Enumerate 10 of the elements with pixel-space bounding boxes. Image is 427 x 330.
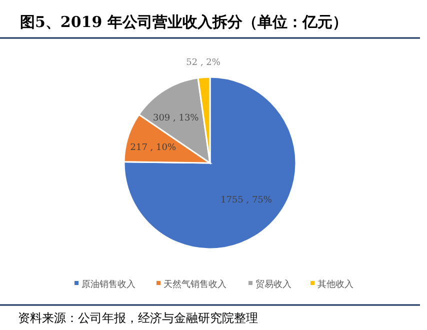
legend-label: 原油销售收入 [82, 279, 136, 290]
data-label: 309 , 13% [152, 114, 200, 124]
data-label: 217 , 10% [130, 142, 176, 153]
legend-label: 天然气销售收入 [164, 279, 226, 290]
legend-label: 其他收入 [318, 279, 354, 290]
chart-title: 图5、2019 年公司营业收入拆分（单位：亿元） [20, 13, 348, 31]
data-label: 52 , 2% [186, 58, 221, 68]
legend-label: 贸易收入 [256, 279, 292, 290]
data-label: 1755 , 75% [220, 196, 272, 206]
text: 资料来源：公司年报，经济与金融研究院整理 [18, 311, 258, 325]
